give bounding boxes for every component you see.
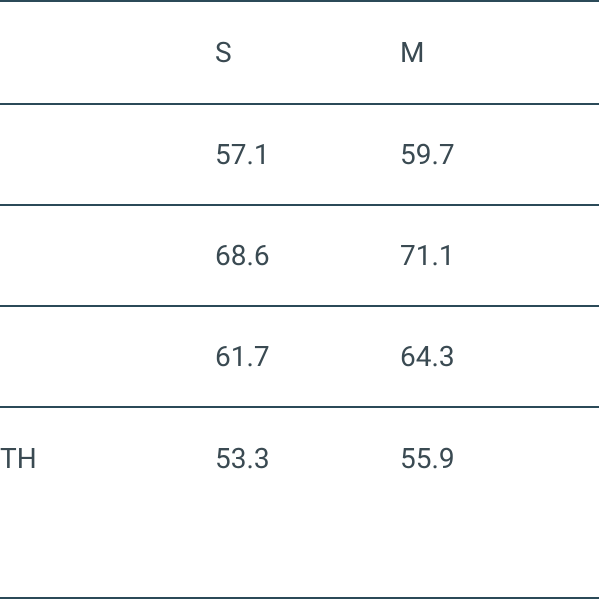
- row-value-m: 64.3: [400, 340, 585, 373]
- row-label: [0, 138, 215, 171]
- row-value-s: 57.1: [215, 138, 400, 171]
- row-label: H: [0, 239, 215, 272]
- header-label-cell: [0, 36, 215, 69]
- row-label: DTH: [0, 442, 215, 475]
- row-value-m: 71.1: [400, 239, 585, 272]
- row-value-m: 59.7: [400, 138, 585, 171]
- row-value-s: 53.3: [215, 442, 400, 475]
- table-row: DTH 53.3 55.9: [0, 408, 599, 508]
- table-header-row: S M: [0, 2, 599, 105]
- row-label: H: [0, 340, 215, 373]
- row-value-m: 55.9: [400, 442, 585, 475]
- size-chart-table: S M 57.1 59.7 H 68.6 71.1 H 61.7 64.3 DT…: [0, 0, 599, 599]
- table-row: H 68.6 71.1: [0, 206, 599, 307]
- header-col-s: S: [215, 36, 400, 69]
- table-row: H 61.7 64.3: [0, 307, 599, 408]
- row-value-s: 61.7: [215, 340, 400, 373]
- table-row: 57.1 59.7: [0, 105, 599, 206]
- header-col-m: M: [400, 36, 585, 69]
- row-value-s: 68.6: [215, 239, 400, 272]
